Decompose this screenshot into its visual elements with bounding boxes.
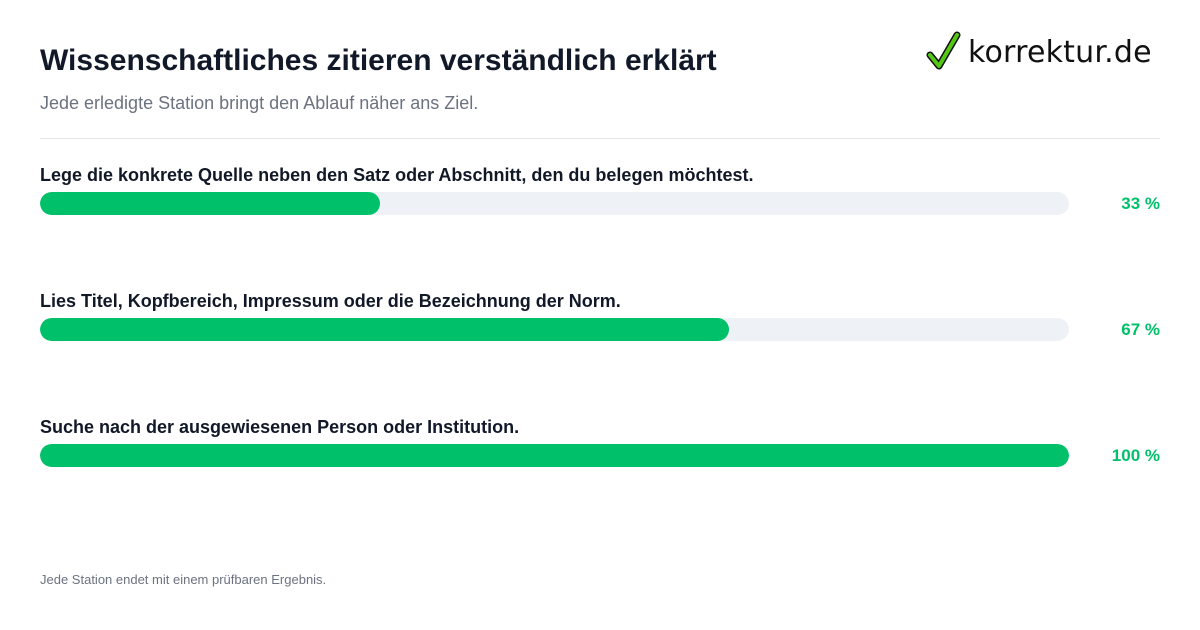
progress-step: Suche nach der ausgewiesenen Person oder… — [40, 417, 1160, 477]
progress-percent: 67 % — [1121, 320, 1160, 339]
progress-fill — [40, 444, 1069, 467]
progress-fill — [40, 192, 380, 215]
progress-step: Lege die konkrete Quelle neben den Satz … — [40, 165, 1160, 225]
progress-track — [40, 192, 1069, 215]
step-label: Lege die konkrete Quelle neben den Satz … — [40, 165, 754, 185]
header-divider — [40, 138, 1160, 139]
page-title: Wissenschaftliches zitieren verständlich… — [40, 44, 717, 77]
step-label: Suche nach der ausgewiesenen Person oder… — [40, 417, 520, 437]
progress-track — [40, 318, 1069, 341]
progress-fill — [40, 318, 730, 341]
brand-logo[interactable]: korrektur.de — [926, 30, 1166, 74]
progress-step: Lies Titel, Kopfbereich, Impressum oder … — [40, 291, 1160, 351]
footer-note: Jede Station endet mit einem prüfbaren E… — [40, 572, 327, 587]
logo-text: korrektur.de — [968, 34, 1152, 70]
progress-track — [40, 444, 1069, 467]
page-subtitle: Jede erledigte Station bringt den Ablauf… — [40, 93, 479, 113]
checkmark-icon — [926, 31, 961, 70]
progress-percent: 33 % — [1121, 194, 1160, 213]
progress-percent: 100 % — [1111, 446, 1160, 465]
step-label: Lies Titel, Kopfbereich, Impressum oder … — [40, 291, 621, 311]
